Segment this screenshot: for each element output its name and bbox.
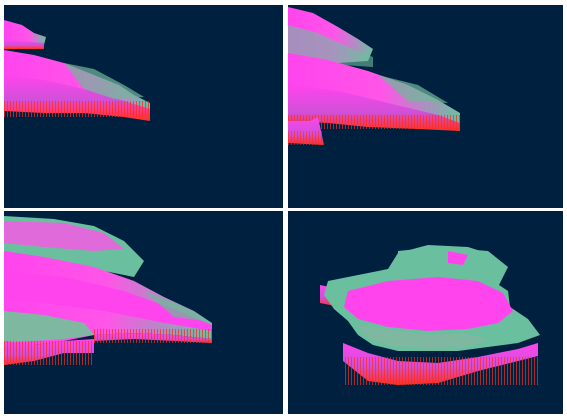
render-view-3 [4,211,283,414]
voxel-terrain-render-3 [4,211,283,414]
render-view-4 [288,211,563,414]
voxel-terrain-render-1 [4,5,283,208]
render-view-1 [4,5,283,208]
voxel-terrain-render-2 [288,5,563,208]
render-view-2 [288,5,563,208]
voxel-terrain-render-4 [288,211,563,414]
